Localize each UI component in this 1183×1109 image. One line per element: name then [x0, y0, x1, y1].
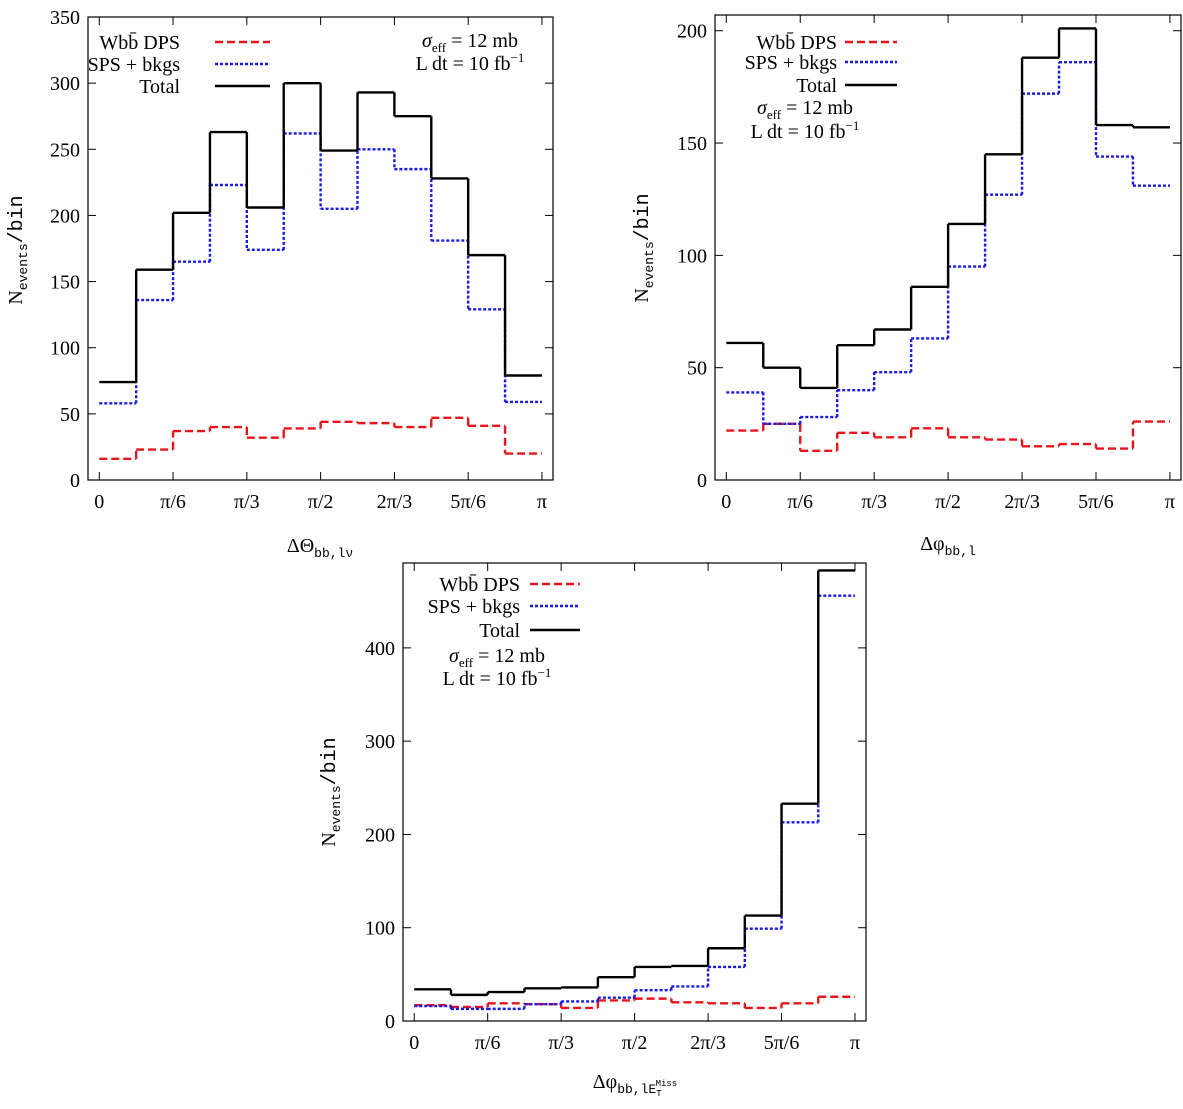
x-tick-label: π	[537, 491, 547, 513]
x-tick-label: π/3	[548, 1032, 574, 1054]
x-tick-label: π/6	[475, 1032, 501, 1054]
label-part: = 12 mb	[473, 645, 545, 667]
annotation: L dt = 10 fb−1	[416, 50, 525, 75]
label-part: events	[642, 241, 657, 288]
label-part: N	[631, 288, 653, 302]
annotation: L dt = 10 fb−1	[443, 665, 552, 690]
x-tick-label: π	[850, 1032, 860, 1054]
y-tick-label: 0	[70, 470, 80, 492]
y-tick-label: 250	[50, 139, 80, 161]
annotation: σeff = 12 mb	[449, 645, 545, 670]
y-axis-label: Nevents/bin	[631, 193, 657, 302]
plot-frame	[714, 14, 1182, 481]
x-tick-label: 0	[721, 491, 731, 513]
label-part: σ	[449, 645, 460, 667]
x-tick-label: 5π/6	[764, 1032, 800, 1054]
label-part: T	[656, 1089, 662, 1099]
label-part: Δφ	[920, 533, 944, 555]
annotation: L dt = 10 fb−1	[751, 118, 860, 143]
y-tick-label: 50	[60, 404, 80, 426]
y-tick-label: 300	[50, 73, 80, 95]
y-tick-label: 50	[687, 358, 707, 380]
label-part: σ	[422, 30, 433, 52]
x-tick-label: π/2	[935, 491, 961, 513]
label-part: −1	[511, 50, 525, 65]
label-part: −1	[538, 665, 552, 680]
y-tick-label: 200	[677, 21, 707, 43]
y-tick-label: 400	[365, 638, 395, 660]
legend-label: Wbb̄ DPS	[99, 32, 180, 54]
x-tick-label: 0	[409, 1032, 419, 1054]
x-tick-label: π/2	[622, 1032, 648, 1054]
label-part: eff	[432, 40, 447, 55]
y-tick-label: 0	[697, 470, 707, 492]
label-part: N	[5, 290, 27, 304]
legend-label: Total	[479, 620, 520, 642]
x-axis-label: Δφbb,l	[920, 533, 976, 559]
label-part: bb,l	[945, 544, 976, 559]
y-tick-label: 100	[365, 918, 395, 940]
y-tick-label: 100	[677, 245, 707, 267]
label-part: L dt = 10 fb	[751, 121, 846, 143]
label-part: N	[318, 832, 340, 846]
label-part: /bin	[319, 737, 342, 785]
label-part: L dt = 10 fb	[416, 53, 511, 75]
label-part: ΔΘ	[287, 535, 314, 557]
x-tick-label: π/6	[160, 491, 186, 513]
label-part: eff	[767, 107, 782, 122]
label-part: L dt = 10 fb	[443, 668, 538, 690]
label-part: bb,lE	[617, 1082, 656, 1097]
y-tick-label: 150	[50, 272, 80, 294]
y-tick-label: 300	[365, 731, 395, 753]
legend-label: SPS + bkgs	[428, 596, 521, 618]
annotation: σeff = 12 mb	[422, 30, 518, 55]
x-tick-label: π/3	[234, 491, 260, 513]
x-tick-label: 2π/3	[690, 1032, 726, 1054]
label-part: /bin	[6, 195, 29, 243]
label-part: = 12 mb	[781, 97, 853, 119]
y-axis-label: Nevents/bin	[318, 737, 344, 846]
x-tick-label: 2π/3	[1004, 491, 1040, 513]
legend-label: Total	[796, 75, 837, 97]
y-tick-label: 350	[50, 7, 80, 29]
x-tick-label: π/3	[861, 491, 887, 513]
y-tick-label: 0	[385, 1011, 395, 1033]
x-tick-label: π	[1165, 491, 1175, 513]
label-part: Δφ	[593, 1071, 617, 1093]
label-part: = 12 mb	[446, 30, 518, 52]
annotation: σeff = 12 mb	[757, 97, 853, 122]
label-part: σ	[757, 97, 768, 119]
y-tick-label: 150	[677, 133, 707, 155]
y-tick-label: 200	[365, 824, 395, 846]
legend-label: Wbb̄ DPS	[439, 574, 520, 596]
x-tick-label: 2π/3	[377, 491, 413, 513]
y-axis-label: Nevents/bin	[5, 195, 31, 304]
x-tick-label: 5π/6	[1078, 491, 1114, 513]
label-part: −1	[846, 118, 860, 133]
label-part: eff	[459, 655, 474, 670]
legend-label: SPS + bkgs	[88, 54, 181, 76]
legend-label: Wbb̄ DPS	[756, 32, 837, 54]
label-part: events	[329, 785, 344, 832]
legend-label: SPS + bkgs	[745, 52, 838, 74]
plot-frame	[402, 562, 867, 1022]
x-axis-label: Δφbb,lETMiss	[593, 1071, 677, 1099]
plot-frame	[87, 16, 554, 481]
x-tick-label: π/6	[787, 491, 813, 513]
legend-label: Total	[139, 76, 180, 98]
label-part: events	[16, 243, 31, 290]
y-tick-label: 100	[50, 338, 80, 360]
x-tick-label: 0	[94, 491, 104, 513]
y-tick-label: 200	[50, 205, 80, 227]
x-tick-label: π/2	[308, 491, 334, 513]
label-part: /bin	[632, 193, 655, 241]
label-part: bb,lν	[314, 546, 353, 561]
x-axis-label: ΔΘbb,lν	[287, 535, 353, 561]
x-tick-label: 5π/6	[450, 491, 486, 513]
label-part: Miss	[656, 1079, 678, 1089]
